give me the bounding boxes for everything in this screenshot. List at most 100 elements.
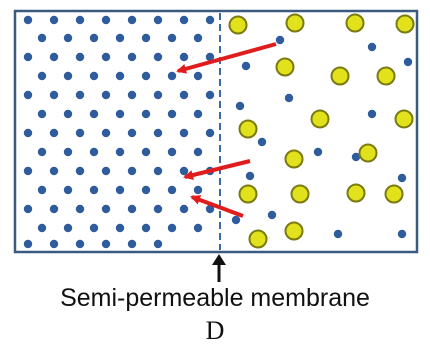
water-molecule [231,215,241,225]
water-molecule [141,33,151,43]
water-molecule [75,90,85,100]
flow-arrow-top [176,42,277,74]
water-molecule [205,15,215,25]
water-molecule [63,185,73,195]
solute-particle [238,119,258,139]
solute-particle [330,66,350,86]
water-molecule [49,166,59,176]
water-molecule [75,204,85,214]
water-molecule [89,147,99,157]
water-molecule [267,210,277,220]
water-molecule [115,185,125,195]
water-molecule [205,52,215,62]
water-molecule [127,128,137,138]
water-molecule [333,229,343,239]
solute-particle [248,229,268,249]
solute-particle [395,14,415,34]
water-molecule [141,185,151,195]
water-molecule [245,171,255,181]
water-molecule [179,166,189,176]
water-flow-arrows [176,42,277,218]
water-molecule [63,223,73,233]
water-molecule [37,33,47,43]
water-molecule [141,147,151,157]
water-molecule [141,71,151,81]
solute-particle [346,183,366,203]
water-molecule [167,71,177,81]
water-molecule [23,239,33,249]
membrane-label: Semi-permeable membrane [60,284,370,312]
water-molecule [153,15,163,25]
water-molecule [101,239,111,249]
container-box [13,9,419,254]
water-molecule [37,71,47,81]
water-molecule [63,109,73,119]
solute-particle [284,221,304,241]
water-molecule [205,128,215,138]
solute-particle [285,13,305,33]
water-molecule [37,147,47,157]
water-molecule [49,239,59,249]
water-molecule [167,147,177,157]
water-molecule [127,239,137,249]
flow-arrow-bottom [190,195,244,218]
water-molecule [367,42,377,52]
membrane-pointer-arrow [212,254,226,282]
water-molecule [63,71,73,81]
water-molecule [179,15,189,25]
water-molecule [23,204,33,214]
water-molecule [37,185,47,195]
water-molecule [101,90,111,100]
water-molecule [193,71,203,81]
water-molecule [115,109,125,119]
water-molecule [89,109,99,119]
water-molecule [127,52,137,62]
water-molecule [75,166,85,176]
water-molecule [179,204,189,214]
water-molecule [179,128,189,138]
water-molecule [193,109,203,119]
water-molecule [153,204,163,214]
water-molecule [101,166,111,176]
solute-particles [228,13,415,249]
water-molecule [75,52,85,62]
solute-particle [275,57,295,77]
solute-particle [228,15,248,35]
water-molecule [127,166,137,176]
water-molecule [63,147,73,157]
solute-particle [345,13,365,33]
water-molecule [153,90,163,100]
solute-particle [376,66,396,86]
water-molecule [403,57,413,67]
water-molecule [153,128,163,138]
water-molecule [89,223,99,233]
water-molecule [89,185,99,195]
panel-letter: D [205,316,225,345]
water-molecule [127,15,137,25]
water-molecule [153,52,163,62]
water-molecule [167,223,177,233]
solute-particle [384,184,404,204]
water-molecule [115,223,125,233]
water-molecule [167,33,177,43]
water-molecule [167,185,177,195]
water-molecule [351,152,361,162]
water-molecule [23,128,33,138]
water-molecule [397,229,407,239]
water-molecule [49,52,59,62]
water-molecule [49,15,59,25]
water-molecule [127,204,137,214]
water-molecule [141,223,151,233]
water-molecule [205,90,215,100]
water-molecule [101,15,111,25]
water-molecule [75,239,85,249]
water-molecule [23,90,33,100]
right-water-molecules [231,35,413,239]
water-molecule [313,147,323,157]
water-molecule [89,71,99,81]
water-molecule [153,239,163,249]
water-molecule [193,185,203,195]
water-molecule [367,109,377,119]
water-molecule [397,173,407,183]
